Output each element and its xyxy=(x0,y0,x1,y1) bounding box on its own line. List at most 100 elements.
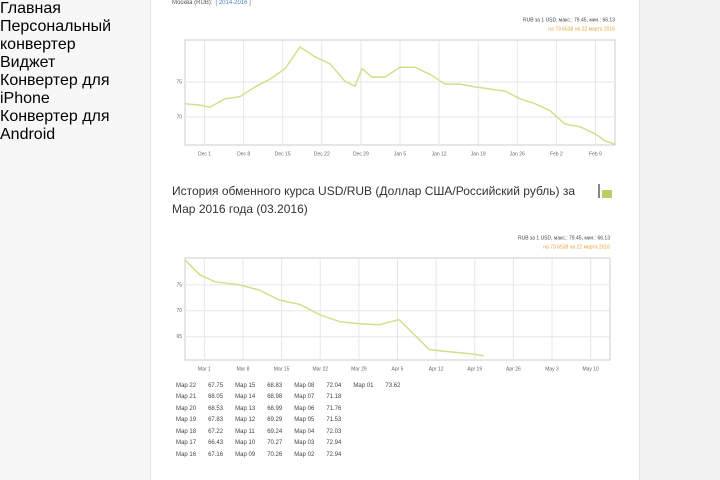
x-tick-label: Feb 2 xyxy=(550,151,563,157)
table-cell: Мар 07 xyxy=(294,394,315,401)
table-cell: 69.24 xyxy=(267,428,283,435)
chart-title: История обменного курса USD/RUB (Доллар … xyxy=(172,184,576,216)
x-tick-label: Apr 12 xyxy=(429,366,444,372)
nav-item[interactable]: Персональный конвертер xyxy=(0,18,150,54)
nav-item[interactable]: Конвертер для iPhone xyxy=(0,72,150,108)
table-row: Мар 19 67.83 Мар 12 69.29 Мар 05 71.53 xyxy=(176,415,412,427)
y-tick-label: 65 xyxy=(176,334,182,340)
table-cell: Мар 10 xyxy=(235,440,256,447)
table-row: Мар 17 66.43 Мар 10 70.27 Мар 03 72.94 xyxy=(176,438,412,450)
table-row: Мар 16 67.16 Мар 09 70.26 Мар 02 72.94 xyxy=(176,449,412,461)
x-tick-label: Mar 8 xyxy=(237,366,250,372)
table-cell: Мар 16 xyxy=(176,451,197,458)
table-cell: 72.03 xyxy=(326,428,342,435)
table-cell: 73.62 xyxy=(385,382,401,389)
table-cell: 70.27 xyxy=(267,440,283,447)
table-cell: Мар 06 xyxy=(294,405,315,412)
x-tick-label: May 10 xyxy=(582,366,599,372)
table-cell: 72.94 xyxy=(326,451,342,458)
rate-table: Мар 22 67.75 Мар 15 68.83 Мар 08 72.04 Мар 01 7… xyxy=(176,380,412,461)
x-tick-label: Jan 26 xyxy=(510,151,525,157)
table-cell: Мар 08 xyxy=(294,382,315,389)
x-tick-label: Apr 26 xyxy=(506,366,521,372)
chart-icon[interactable] xyxy=(598,184,600,198)
header-link[interactable]: [ 2014-2016 ] xyxy=(215,0,251,6)
nav-item[interactable]: Конвертер для Android xyxy=(0,108,150,144)
nav-label: Конвертер для Android xyxy=(0,108,110,143)
table-row: Мар 18 67.22 Мар 11 69.24 Мар 04 72.03 xyxy=(176,426,412,438)
line-series xyxy=(184,45,616,146)
x-tick-label: Dec 15 xyxy=(275,151,291,157)
x-tick-label: Mar 29 xyxy=(351,366,367,372)
table-cell: Мар 22 xyxy=(176,382,197,389)
table-cell: 71.53 xyxy=(326,417,342,424)
table-cell: 72.04 xyxy=(326,382,342,389)
table-cell: Мар 05 xyxy=(294,417,315,424)
x-tick-label: Mar 22 xyxy=(312,366,328,372)
y-tick-label: 70 xyxy=(176,308,182,314)
table-cell: Мар 21 xyxy=(176,394,197,401)
x-tick-label: Jan 19 xyxy=(471,151,486,157)
x-tick-label: Apr 19 xyxy=(467,366,482,372)
table-cell: Мар 19 xyxy=(176,417,197,424)
nav-label: Персональный конвертер xyxy=(0,18,112,53)
nav-label: Главная xyxy=(0,0,61,17)
table-cell: 70.26 xyxy=(267,451,283,458)
table-cell: 67.16 xyxy=(208,451,224,458)
nav-label: Виджет xyxy=(0,54,56,71)
y-tick-label: 75 xyxy=(176,79,182,85)
chart-info: RUB за 1 USD, макс.: 79.45, мин.: 66.13 xyxy=(518,235,610,241)
table-cell: 68.53 xyxy=(208,405,224,412)
chart-icon[interactable] xyxy=(602,190,612,198)
chart-note: на 73.6538 на 22 марта 2016 xyxy=(548,26,615,32)
x-tick-label: Mar 1 xyxy=(198,366,211,372)
table-cell: Мар 01 xyxy=(353,382,374,389)
table-cell: 68.98 xyxy=(267,394,283,401)
table-cell: 68.83 xyxy=(267,382,283,389)
x-tick-label: Dec 29 xyxy=(353,151,369,157)
chart-note: на 73.6538 на 22 марта 2016 xyxy=(543,244,610,250)
y-tick-label: 75 xyxy=(176,282,182,288)
x-tick-label: Mar 15 xyxy=(274,366,290,372)
table-cell: 67.83 xyxy=(208,417,224,424)
nav-item[interactable]: Виджет xyxy=(0,54,150,72)
header: Москва (RUB):[ 2014-2016 ] xyxy=(172,0,251,6)
x-tick-label: Dec 8 xyxy=(237,151,250,157)
main-column xyxy=(151,0,640,480)
table-cell: Мар 20 xyxy=(176,405,197,412)
table-cell: Мар 11 xyxy=(235,428,255,435)
table-cell: 66.43 xyxy=(208,440,224,447)
table-cell: Мар 13 xyxy=(235,405,256,412)
x-tick-label: May 3 xyxy=(545,366,559,372)
nav-label: Конвертер для iPhone xyxy=(0,72,110,107)
header-text: Москва (RUB): xyxy=(172,0,213,6)
table-cell: Мар 04 xyxy=(294,428,315,435)
table-cell: 67.22 xyxy=(208,428,224,435)
table-cell: Мар 18 xyxy=(176,428,197,435)
table-row: Мар 20 68.53 Мар 13 68.99 Мар 06 71.76 xyxy=(176,403,412,415)
table-cell: Мар 02 xyxy=(294,451,315,458)
x-tick-label: Jan 5 xyxy=(394,151,406,157)
nav-item[interactable]: Главная xyxy=(0,0,150,18)
table-cell: Мар 15 xyxy=(235,382,256,389)
x-tick-label: Dec 1 xyxy=(198,151,211,157)
table-row: Мар 21 68.05 Мар 14 68.98 Мар 07 71.18 xyxy=(176,392,412,404)
table-cell: Мар 17 xyxy=(176,440,197,447)
table-cell: 69.29 xyxy=(267,417,283,424)
table-cell: Мар 09 xyxy=(235,451,256,458)
chart-info: RUB за 1 USD, макс.: 79.45, мин.: 66.13 xyxy=(523,17,615,23)
table-cell: 68.05 xyxy=(208,394,224,401)
table-cell: 72.94 xyxy=(326,440,342,447)
sidebar: Главная Персональный конвертер Виджет Конве… xyxy=(0,0,151,480)
table-cell: 71.18 xyxy=(326,394,342,401)
table-cell: Мар 14 xyxy=(235,394,256,401)
x-tick-label: Jan 12 xyxy=(432,151,447,157)
table-row: Мар 22 67.75 Мар 15 68.83 Мар 08 72.04 Мар 01 7… xyxy=(176,380,412,392)
x-tick-label: Dec 22 xyxy=(314,151,330,157)
table-cell: 71.76 xyxy=(326,405,342,412)
table-cell: 68.99 xyxy=(267,405,283,412)
y-tick-label: 70 xyxy=(176,114,182,120)
line-series xyxy=(184,259,485,357)
